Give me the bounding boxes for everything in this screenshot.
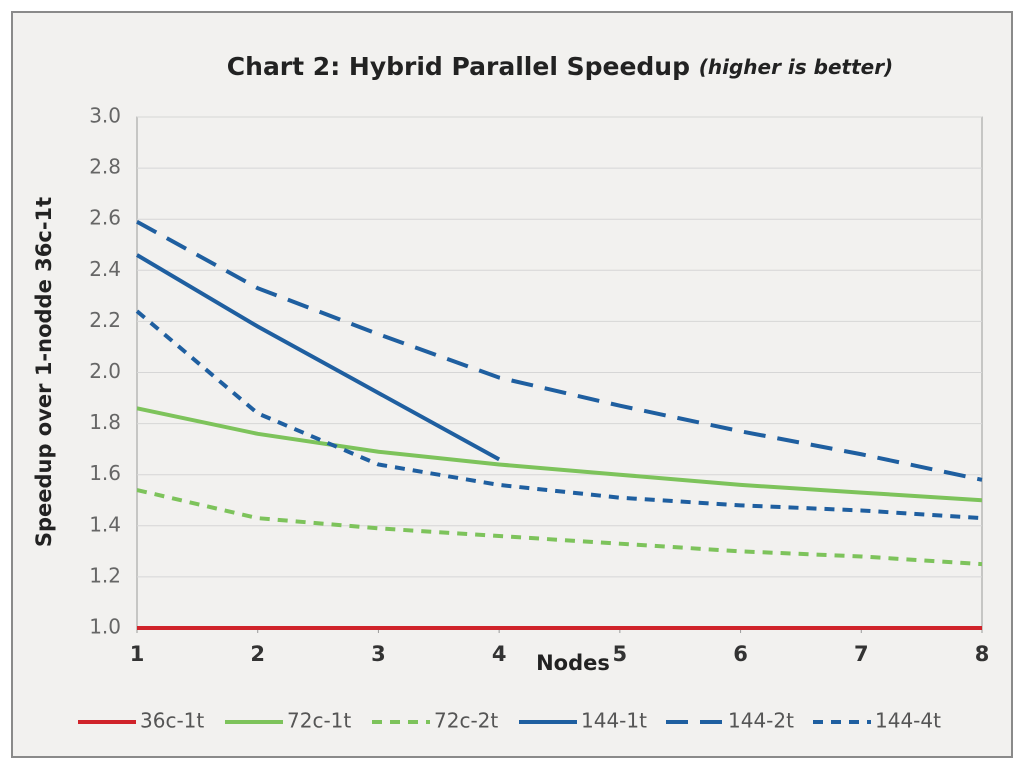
chart-title: Chart 2: Hybrid Parallel Speedup (higher… — [227, 52, 893, 81]
legend-label: 72c-2t — [434, 709, 498, 733]
y-tick-label: 2.8 — [89, 155, 121, 179]
series-line — [135, 253, 501, 462]
x-tick-label: 2 — [250, 642, 265, 666]
legend-label: 36c-1t — [140, 709, 204, 733]
legend-label: 72c-1t — [287, 709, 351, 733]
x-tick-label: 5 — [613, 642, 628, 666]
legend-label: 144-4t — [875, 709, 941, 733]
series-line — [135, 309, 983, 521]
x-tick-label: 3 — [371, 642, 386, 666]
x-tick-label: 6 — [733, 642, 748, 666]
y-tick-label: 3.0 — [89, 104, 121, 128]
y-tick-label: 1.6 — [89, 461, 121, 485]
y-tick-label: 1.0 — [89, 615, 121, 639]
y-tick-label: 2.4 — [89, 257, 121, 281]
y-axis-label: Speedup over 1-nodde 36c-1t — [32, 197, 56, 547]
y-tick-label: 2.6 — [89, 206, 121, 230]
y-tick-label: 2.2 — [89, 308, 121, 332]
y-tick-label: 1.2 — [89, 563, 121, 587]
title: Chart 2: Hybrid Parallel Speedup — [227, 52, 690, 81]
x-tick-label: 8 — [975, 642, 990, 666]
x-tick-label: 7 — [854, 642, 869, 666]
legend-label: 144-1t — [581, 709, 647, 733]
x-tick-label: 4 — [492, 642, 507, 666]
y-tick-label: 1.4 — [89, 512, 121, 536]
series-line — [136, 220, 983, 482]
y-tick-label: 2.0 — [89, 359, 121, 383]
subtitle: (higher is better) — [699, 55, 893, 79]
legend-label: 144-2t — [728, 709, 794, 733]
y-tick-label: 1.8 — [89, 410, 121, 434]
x-axis-label: Nodes — [536, 651, 610, 675]
x-tick-label: 1 — [130, 642, 145, 666]
series-line — [136, 406, 983, 503]
series-line — [136, 488, 983, 567]
